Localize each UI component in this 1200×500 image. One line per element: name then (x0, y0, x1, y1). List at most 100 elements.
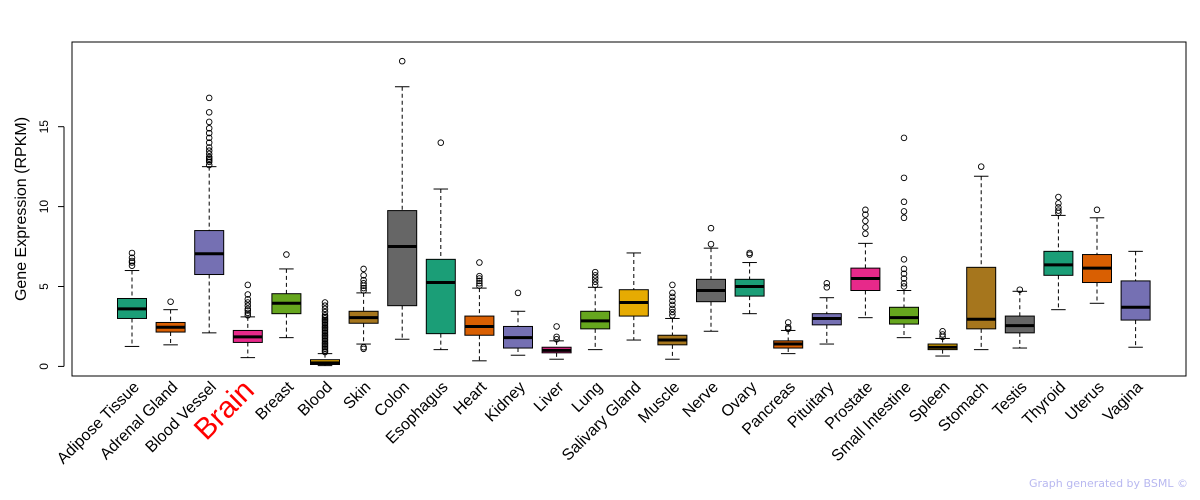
outlier-point (476, 280, 483, 287)
outlier-point (900, 283, 908, 290)
outlier-point (128, 257, 136, 265)
box-adipose-tissue (117, 249, 147, 347)
outlier-point (205, 125, 213, 132)
outlier-point (205, 144, 213, 151)
outlier-point (900, 256, 908, 263)
outlier-point (823, 280, 831, 287)
outlier-point (476, 277, 483, 285)
box-blood (310, 299, 340, 367)
outlier-point (591, 275, 599, 282)
x-tick-label: Vagina (1100, 379, 1146, 425)
outlier-point (476, 282, 483, 289)
outlier-point (514, 289, 522, 297)
outlier-point (900, 174, 908, 182)
outlier-point (669, 312, 676, 319)
y-tick-label: 15 (37, 120, 51, 134)
outlier-point (321, 312, 329, 319)
outlier-point (900, 270, 908, 277)
outlier-point (128, 249, 136, 257)
x-tick-label: Kidney (482, 379, 529, 426)
outlier-point (553, 335, 560, 343)
outlier-point (360, 265, 367, 273)
x-tick-label: Skin (340, 379, 374, 413)
box-pancreas (773, 319, 804, 355)
outlier-point (476, 272, 483, 280)
box-prostate (850, 206, 881, 319)
outlier-point (939, 328, 946, 335)
box-adrenal-gland (155, 298, 186, 346)
outlier-point (900, 198, 908, 206)
outlier-point (360, 280, 367, 287)
box-spleen (927, 328, 958, 357)
box-ovary (734, 249, 765, 315)
outlier-point (900, 134, 908, 142)
y-tick-label: 0 (37, 363, 51, 370)
outlier-point (553, 333, 560, 341)
box-heart (464, 259, 495, 362)
outlier-point (244, 302, 252, 309)
box-salivary-gland (618, 252, 649, 341)
outlier-point (437, 139, 445, 146)
box-vagina (1120, 250, 1151, 348)
outlier-point (784, 319, 792, 326)
outlier-point (900, 208, 908, 215)
outlier-point (900, 275, 908, 282)
outlier-point (205, 129, 213, 137)
outlier-point (669, 281, 676, 289)
outlier-point (669, 297, 676, 305)
y-tick-label: 5 (37, 283, 51, 290)
x-tick-label: Uterus (1062, 379, 1107, 424)
outlier-point (669, 308, 676, 316)
iqr-box (1120, 280, 1151, 321)
box-brain (232, 281, 263, 359)
x-tick-label: Nerve (680, 379, 722, 421)
outlier-point (939, 331, 946, 338)
outlier-point (360, 287, 367, 294)
outlier-point (591, 281, 599, 289)
outlier-point (862, 211, 869, 218)
box-lung (580, 268, 611, 351)
box-series-group (117, 57, 1151, 367)
outlier-point (977, 163, 985, 170)
outlier-point (360, 343, 367, 351)
outlier-point (669, 289, 676, 297)
footer-credit: Graph generated by BSML © (1029, 477, 1188, 490)
x-tick-label: Breast (253, 378, 298, 423)
box-uterus (1082, 206, 1112, 304)
box-small-intestine (889, 134, 919, 339)
outlier-point (553, 323, 560, 330)
outlier-point (862, 224, 869, 231)
outlier-point (205, 118, 213, 126)
outlier-point (398, 57, 406, 65)
outlier-point (205, 139, 213, 146)
outlier-point (707, 224, 715, 232)
outlier-point (321, 302, 329, 309)
outlier-point (900, 280, 908, 287)
outlier-point (862, 230, 869, 238)
x-tick-label: Thyroid (1019, 379, 1069, 429)
box-testis (1004, 286, 1035, 349)
box-stomach (966, 163, 997, 351)
outlier-point (900, 265, 908, 273)
box-colon (387, 57, 418, 340)
box-nerve (696, 224, 726, 332)
outlier-point (862, 217, 869, 225)
outlier-point (900, 214, 908, 222)
outlier-point (205, 134, 213, 142)
outlier-point (591, 272, 599, 279)
y-tick-label: 10 (37, 200, 51, 214)
outlier-point (669, 305, 676, 313)
box-breast (271, 251, 302, 339)
outlier-point (205, 147, 213, 154)
outlier-point (321, 308, 329, 316)
outlier-point (321, 299, 329, 306)
outlier-point (244, 309, 252, 317)
outlier-point (823, 284, 831, 291)
box-liver (541, 323, 572, 360)
outlier-point (205, 94, 213, 102)
box-skin (348, 265, 379, 353)
outlier-point (244, 291, 252, 298)
outlier-point (669, 301, 676, 309)
outlier-point (1016, 286, 1024, 293)
